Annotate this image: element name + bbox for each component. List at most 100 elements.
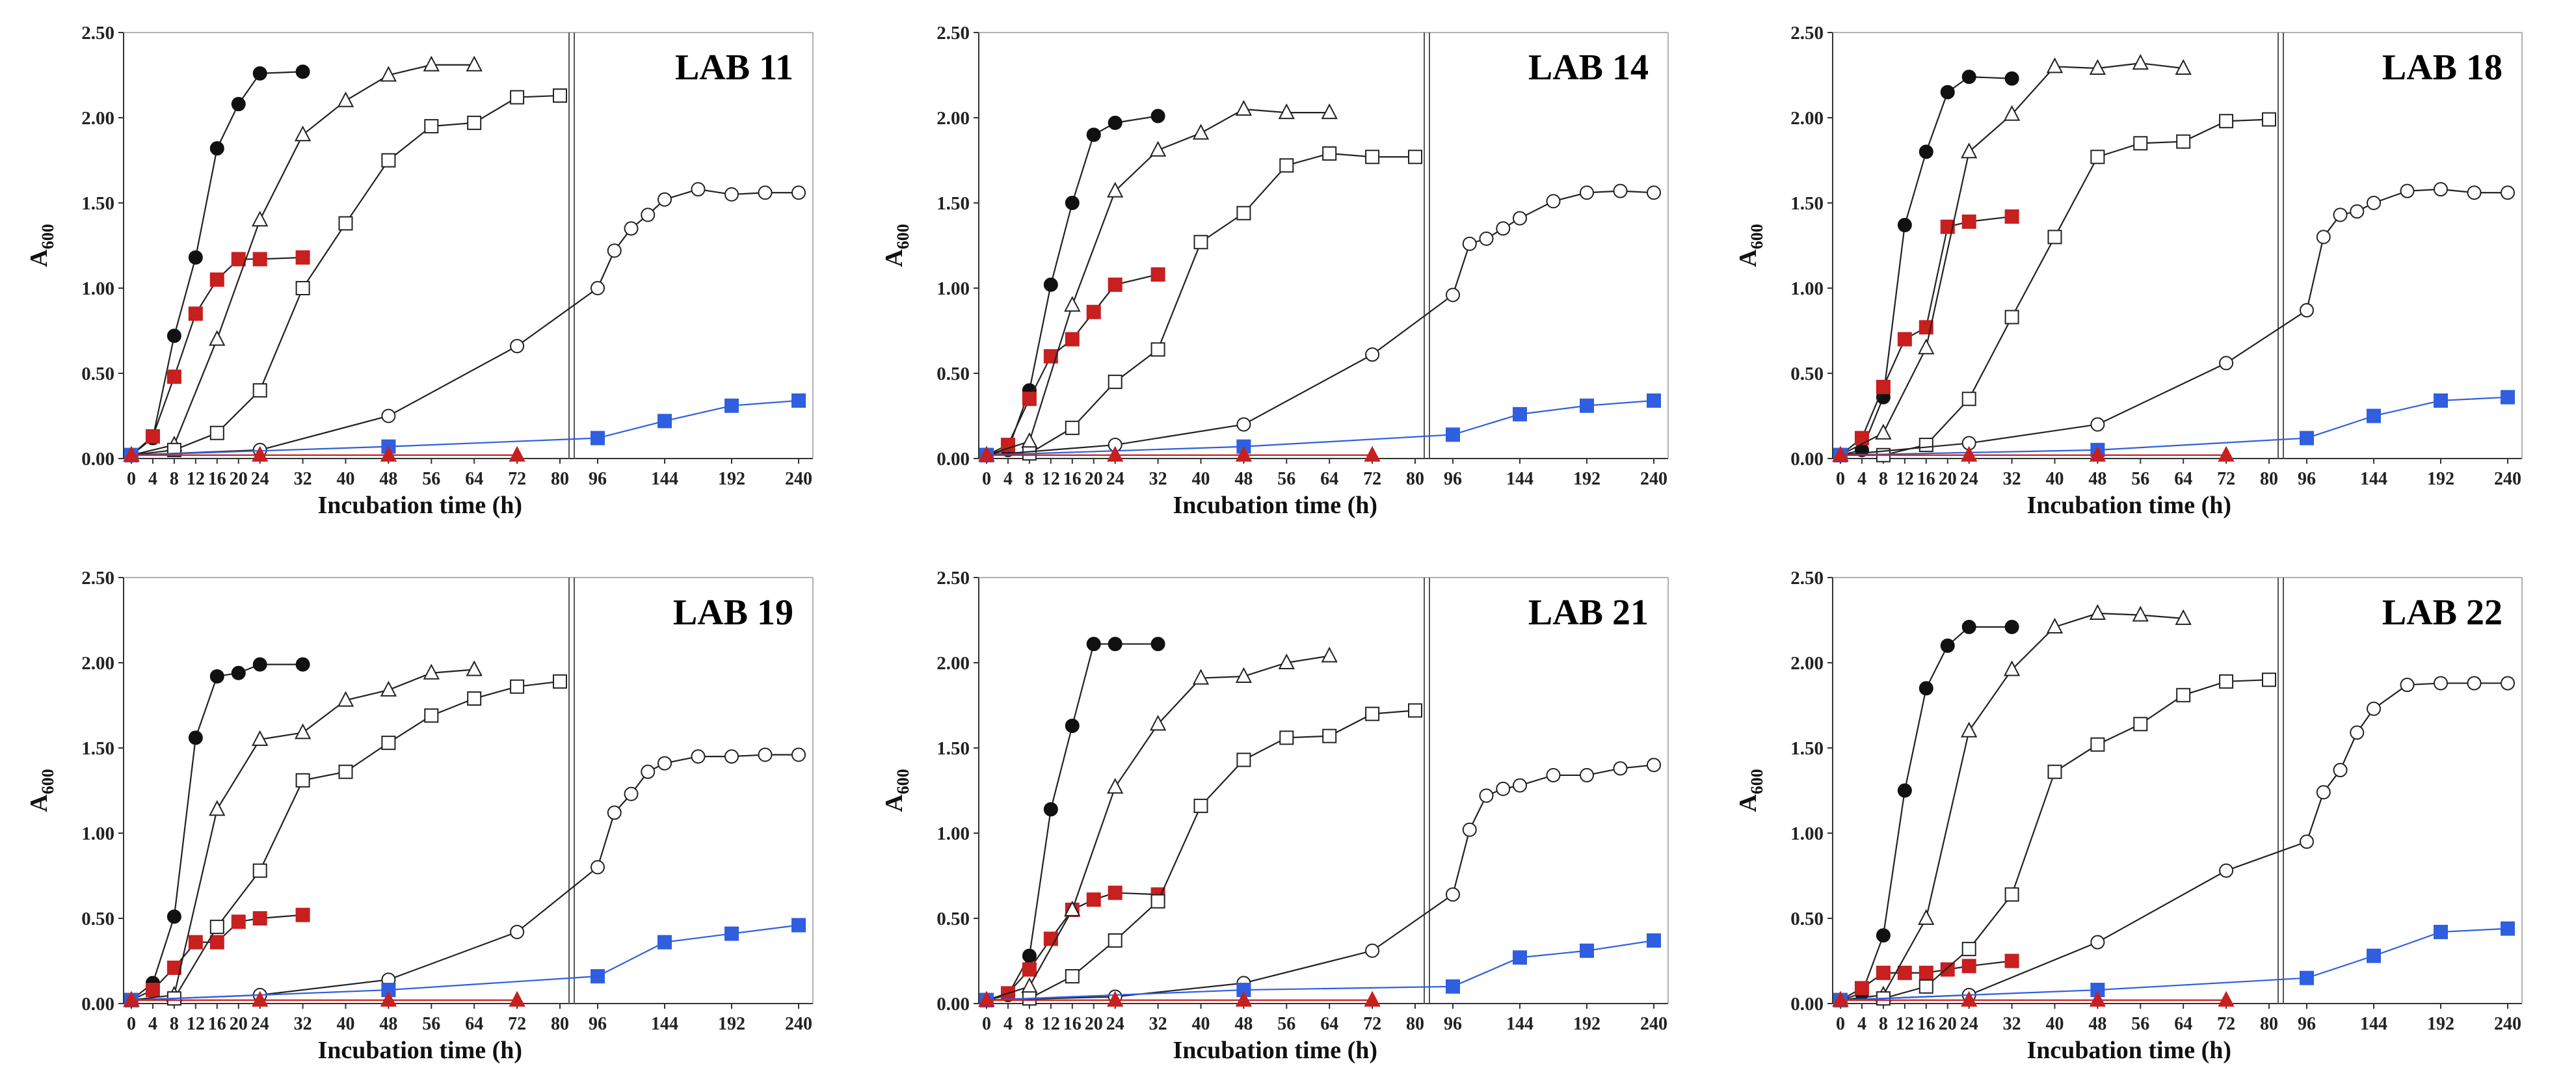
x-tick-label: 0 [127,469,136,489]
data-point-filled-circle [209,669,224,684]
x-tick-label: 8 [1879,1014,1888,1034]
data-point-open-triangle [1064,900,1081,916]
x-tick-label: 32 [294,1014,312,1034]
y-axis-title: A600 [25,769,57,812]
y-axis-title-subscript: 600 [38,224,57,249]
data-point-open-circle [591,281,605,295]
data-point-open-circle [1236,417,1251,432]
x-tick-label: 8 [1025,469,1034,489]
data-point-open-triangle [2046,57,2064,73]
data-point-filled-circle [1022,948,1037,963]
data-point-open-circle [1613,183,1628,198]
data-point-open-square [1408,150,1422,165]
y-tick-label: 0.50 [81,909,114,929]
data-point-open-triangle [1918,338,1935,354]
series-line-open-circle [1840,682,2508,1001]
data-point-filled-circle [1940,85,1955,100]
data-point-open-circle [1365,943,1380,958]
series-line-open-square [131,680,561,1001]
data-point-open-triangle [294,723,312,739]
data-point-open-triangle [380,680,397,697]
x-axis-title: Incubation time (h) [2027,492,2232,519]
panel-lab-19: 0.000.501.001.502.002.500 4 8 12 16 20 24 32 40 4… [25,568,814,1064]
data-point-filled-square [591,431,605,446]
y-tick-label: 2.50 [1790,23,1824,44]
x-tick-label: 96 [589,469,607,489]
x-tick-label: 72 [1363,469,1381,489]
x-tick-label: 20 [1939,469,1957,489]
x-tick-label: 192 [1573,1014,1600,1034]
data-point-open-triangle [1192,124,1210,140]
y-tick-label: 0.00 [81,449,114,470]
data-point-filled-square [231,252,246,267]
x-tick-label: 240 [1640,1014,1667,1034]
data-point-open-circle [2333,207,2348,222]
x-tick-label: 24 [251,1014,269,1034]
data-point-filled-circle [1919,681,1933,696]
x-tick-label: 144 [1506,469,1534,489]
data-point-open-circle [2219,356,2234,371]
x-tick-label: 144 [2360,1014,2387,1034]
x-tick-label: 12 [1896,1014,1914,1034]
data-point-open-triangle [1235,667,1253,683]
data-point-open-square [1408,703,1422,718]
data-point-open-triangle [466,660,483,676]
data-point-filled-square [1919,965,1933,980]
y-tick-label: 2.00 [81,108,114,129]
x-tick-label: 40 [1192,469,1210,489]
panel-title: LAB 11 [675,47,793,88]
x-tick-label: 56 [422,1014,440,1034]
data-point-open-square [467,115,482,130]
y-tick-label: 1.00 [1790,823,1824,844]
x-tick-label: 0 [1836,469,1845,489]
data-point-filled-square [1513,950,1527,965]
data-point-open-circle [1580,767,1594,782]
y-tick-label: 0.00 [1790,994,1824,1015]
data-point-open-square [1322,146,1337,161]
data-point-filled-square [1854,981,1869,996]
x-tick-label: 40 [1192,1014,1210,1034]
data-point-open-square [209,425,224,440]
y-tick-label: 2.00 [936,108,970,129]
x-tick-label: 8 [1025,1014,1034,1034]
x-tick-label: 96 [2298,469,2316,489]
data-point-open-triangle [1149,715,1167,731]
data-point-filled-triangle [2089,991,2106,1007]
x-tick-label: 12 [187,1014,205,1034]
data-point-filled-square [2501,390,2515,405]
data-point-filled-circle [1043,277,1058,292]
data-point-filled-square [1897,965,1912,980]
series-line-open-square [986,152,1415,456]
x-tick-label: 8 [170,469,179,489]
data-point-filled-square [591,969,605,984]
data-point-filled-circle [188,250,203,265]
data-point-filled-square [2501,921,2515,936]
x-tick-label: 144 [651,469,678,489]
series-line-open-triangle [1840,62,2184,456]
x-tick-label: 40 [2046,1014,2064,1034]
data-point-open-circle [641,764,656,779]
x-tick-label: 240 [785,1014,812,1034]
data-point-open-triangle [1021,432,1038,448]
y-tick-label: 0.50 [81,364,114,384]
data-point-filled-square [1513,406,1527,421]
x-tick-label: 72 [508,469,526,489]
x-tick-label: 64 [465,1014,483,1034]
data-point-open-circle [2467,185,2482,200]
y-tick-label: 2.50 [936,568,970,589]
data-point-open-square [209,920,224,935]
data-point-open-triangle [2175,59,2192,75]
data-point-open-triangle [2003,105,2021,121]
series-line-open-square [1840,118,2270,456]
data-point-open-triangle [1321,103,1338,120]
data-point-filled-square [1876,379,1891,394]
x-tick-label: 72 [508,1014,526,1034]
data-point-filled-square [231,914,246,929]
data-point-filled-circle [166,328,181,343]
x-tick-label: 4 [148,1014,157,1034]
data-point-open-circle [1496,781,1511,796]
data-point-open-square [424,708,439,723]
y-tick-label: 2.50 [1790,568,1824,589]
series-line-filled-circle [1840,76,2012,456]
data-point-filled-square [1108,277,1122,292]
